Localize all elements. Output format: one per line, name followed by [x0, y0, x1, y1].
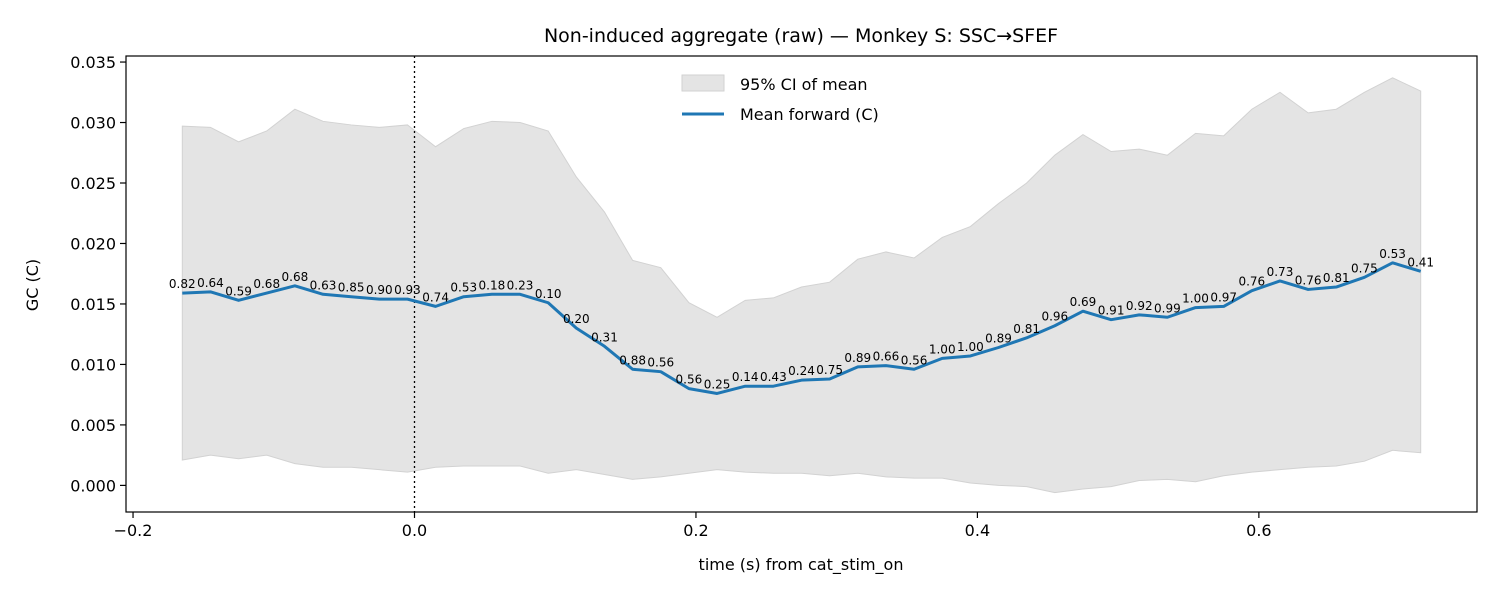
- point-annotation: 0.68: [253, 277, 280, 291]
- point-annotation: 0.64: [197, 276, 224, 290]
- y-tick-layer: 0.000 0.005 0.010 0.015 0.020 0.025 0.030 0.035: [70, 53, 126, 495]
- legend-ci-label: 95% CI of mean: [740, 75, 868, 94]
- point-annotation: 0.93: [394, 283, 421, 297]
- x-axis-label: time (s) from cat_stim_on: [699, 555, 904, 575]
- point-annotation: 0.81: [1323, 271, 1350, 285]
- point-annotation: 0.10: [535, 287, 562, 301]
- annotation-layer: 0.82 0.640.590.680.680.63 0.85 0.90 0.930.74…: [169, 247, 1434, 392]
- point-annotation: 0.53: [1379, 247, 1406, 261]
- ci-band: [181, 77, 1422, 494]
- point-annotation: 0.43: [760, 370, 787, 384]
- point-annotation: 0.91: [1098, 304, 1125, 318]
- point-annotation: 0.23: [507, 278, 534, 292]
- plot-frame: [125, 55, 1478, 513]
- point-annotation: 0.69: [1070, 295, 1097, 309]
- axes-layer: [125, 55, 1478, 513]
- point-annotation: 0.89: [844, 351, 871, 365]
- point-annotation: 0.56: [676, 373, 703, 387]
- point-annotation: 0.75: [1351, 261, 1378, 275]
- legend: 95% CI of mean Mean forward (C): [681, 74, 879, 124]
- point-annotation: 0.53: [450, 281, 477, 295]
- point-annotation: 0.75: [816, 363, 843, 377]
- point-annotation: 0.20: [563, 312, 590, 326]
- point-annotation: 0.81: [1013, 322, 1040, 336]
- point-annotation: 0.24: [788, 364, 815, 378]
- y-tick-label: 0.030: [70, 114, 116, 133]
- chart-title: Non-induced aggregate (raw) — Monkey S: …: [544, 25, 1058, 47]
- point-annotation: 0.41: [1407, 255, 1434, 269]
- y-axis-label: GC (C): [23, 259, 42, 311]
- y-tick-label: 0.015: [70, 295, 116, 314]
- legend-ci-swatch: [681, 74, 725, 92]
- point-annotation: 0.25: [704, 377, 731, 391]
- point-annotation: 0.56: [901, 353, 928, 367]
- mean-line-layer: [182, 261, 1422, 395]
- point-annotation: 1.00: [957, 340, 984, 354]
- y-tick-label: 0.000: [70, 476, 116, 495]
- x-tick-label: 0.6: [1246, 521, 1271, 540]
- x-tick-label: −0.2: [114, 521, 153, 540]
- point-annotation: 0.73: [1267, 265, 1294, 279]
- point-annotation: 0.68: [282, 270, 309, 284]
- point-annotation: 0.31: [591, 330, 618, 344]
- point-annotation: 0.85: [338, 281, 365, 295]
- y-tick-label: 0.035: [70, 53, 116, 72]
- point-annotation: 0.74: [422, 290, 449, 304]
- y-tick-label: 0.005: [70, 416, 116, 435]
- x-tick-label: 0.0: [402, 521, 427, 540]
- point-annotation: 0.88: [619, 353, 646, 367]
- point-annotation: 0.99: [1154, 301, 1181, 315]
- legend-mean-label: Mean forward (C): [740, 105, 879, 124]
- point-annotation: 0.90: [366, 283, 393, 297]
- y-tick-label: 0.010: [70, 355, 116, 374]
- mean-forward-line: [182, 261, 1422, 395]
- y-tick-label: 0.025: [70, 174, 116, 193]
- point-annotation: 0.92: [1126, 299, 1153, 313]
- point-annotation: 0.97: [1210, 290, 1237, 304]
- point-annotation: 0.76: [1238, 275, 1265, 289]
- point-annotation: 0.82: [169, 277, 196, 291]
- point-annotation: 1.00: [929, 342, 956, 356]
- point-annotation: 0.14: [732, 370, 759, 384]
- point-annotation: 0.89: [985, 332, 1012, 346]
- ci-band-layer: [181, 77, 1422, 494]
- point-annotation: 1.00: [1182, 292, 1209, 306]
- point-annotation: 0.63: [310, 278, 337, 292]
- point-annotation: 0.66: [873, 350, 900, 364]
- point-annotation: 0.59: [225, 284, 252, 298]
- point-annotation: 0.56: [647, 356, 674, 370]
- point-annotation: 0.76: [1295, 273, 1322, 287]
- x-tick-layer: −0.2 0.0 0.2 0.4 0.6: [114, 512, 1272, 540]
- point-annotation: 0.96: [1041, 310, 1068, 324]
- point-annotation: 0.18: [479, 278, 506, 292]
- x-tick-label: 0.4: [965, 521, 990, 540]
- y-tick-label: 0.020: [70, 234, 116, 253]
- x-tick-label: 0.2: [683, 521, 708, 540]
